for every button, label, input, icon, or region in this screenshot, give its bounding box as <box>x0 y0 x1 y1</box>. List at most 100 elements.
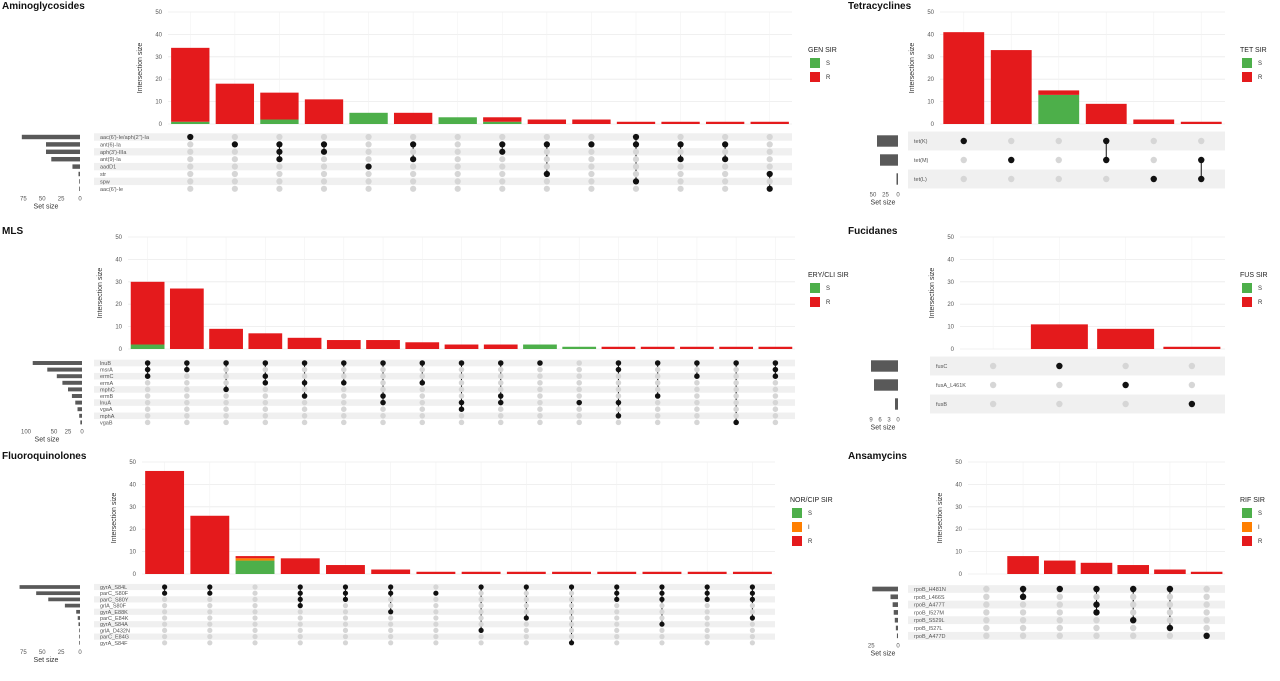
bar-segment-R <box>326 565 365 574</box>
bar-segment-R <box>209 328 243 349</box>
matrix-dot-inactive <box>433 633 439 640</box>
matrix-dot-inactive <box>478 602 484 609</box>
matrix-dot-inactive <box>1130 624 1137 632</box>
panel-title: Fluoroquinolones <box>2 451 87 462</box>
matrix-dot-active <box>388 590 394 596</box>
set-size-bar <box>894 617 898 623</box>
matrix-dot-active <box>568 640 575 646</box>
matrix-dot-inactive <box>410 170 417 178</box>
matrix-dot-inactive <box>1130 601 1137 608</box>
matrix-dot-inactive <box>301 413 308 419</box>
matrix-dot-inactive <box>380 366 386 373</box>
matrix-dot-inactive <box>342 602 349 609</box>
matrix-dot-inactive <box>1203 585 1210 593</box>
matrix-dot-inactive <box>341 413 347 419</box>
matrix-dot-inactive <box>677 170 684 178</box>
set-size-bar <box>79 179 80 184</box>
matrix-dot-inactive <box>654 386 661 393</box>
matrix-dot-active <box>523 615 529 621</box>
matrix-dot-inactive <box>184 419 190 426</box>
matrix-dot-active <box>497 360 504 366</box>
matrix-dot-inactive <box>576 366 582 373</box>
set-size-bar <box>871 360 898 372</box>
legend-swatch <box>810 58 820 68</box>
matrix-dot-inactive <box>704 627 710 634</box>
matrix-dot-inactive <box>184 386 190 393</box>
matrix-dot-inactive <box>704 640 710 646</box>
bar-segment-R <box>483 117 522 122</box>
matrix-dot-inactive <box>341 406 347 412</box>
matrix-dot-inactive <box>1056 381 1063 389</box>
y-tick-label: 0 <box>931 122 935 128</box>
matrix-dot-inactive <box>231 156 238 163</box>
matrix-dot-active <box>772 360 779 366</box>
matrix-dot-inactive <box>162 627 168 634</box>
bar-segment-R <box>483 344 518 349</box>
matrix-dot-inactive <box>187 141 194 148</box>
matrix-row-band <box>94 399 795 406</box>
matrix-dot-inactive <box>365 156 372 163</box>
matrix-dot-inactive <box>499 178 506 185</box>
set-label: aac(6')-Ie/aph(2'')-Ia <box>100 135 150 141</box>
matrix-dot-inactive <box>301 386 308 393</box>
bar-segment-R <box>552 571 591 574</box>
matrix-dot-active <box>388 584 394 590</box>
matrix-dot-inactive <box>458 366 465 373</box>
matrix-dot-inactive <box>252 596 258 603</box>
matrix-dot-inactive <box>632 148 640 155</box>
bar-segment-R <box>1154 569 1186 574</box>
matrix-dot-inactive <box>433 596 439 603</box>
matrix-dot-active <box>1093 601 1100 608</box>
matrix-dot-active <box>380 393 386 399</box>
set-label: mphA <box>100 414 115 420</box>
matrix-dot-inactive <box>694 380 700 386</box>
matrix-dot-inactive <box>419 413 426 419</box>
matrix-dot-inactive <box>1188 381 1196 389</box>
panel-title: MLS <box>2 226 23 237</box>
matrix-dot-inactive <box>478 596 484 603</box>
matrix-dot-active <box>632 133 640 141</box>
matrix-dot-inactive <box>262 386 269 393</box>
matrix-dot-active <box>960 137 967 145</box>
set-size-bar <box>79 186 80 192</box>
bar-segment-R <box>597 571 637 574</box>
matrix-dot-inactive <box>523 596 529 603</box>
y-tick-label: 40 <box>947 257 954 263</box>
matrix-dot-inactive <box>184 373 190 379</box>
matrix-dot-active <box>654 360 661 366</box>
matrix-dot-inactive <box>523 621 529 627</box>
matrix-dot-inactive <box>568 590 575 596</box>
y-tick-label: 50 <box>115 235 122 241</box>
matrix-dot-inactive <box>1019 632 1027 639</box>
matrix-dot-inactive <box>380 380 386 386</box>
legend-title: GEN SIR <box>808 47 837 54</box>
legend-title: NOR/CIP SIR <box>790 497 833 504</box>
set-label: tet(M) <box>914 158 929 164</box>
bar-segment-R <box>990 50 1032 124</box>
set-label: rpoB_L466S <box>914 595 945 601</box>
matrix-dot-active <box>733 360 739 366</box>
y-tick-label: 20 <box>115 302 122 308</box>
y-tick-label: 40 <box>129 482 136 488</box>
set-size-tick: 3 <box>887 418 891 424</box>
legend-title: FUS SIR <box>1240 272 1268 279</box>
bar-segment-R <box>171 47 210 122</box>
matrix-dot-inactive <box>1203 593 1210 600</box>
bar-segment-R <box>1097 328 1155 349</box>
matrix-dot-inactive <box>1130 632 1137 639</box>
matrix-dot-inactive <box>365 148 372 155</box>
matrix-dot-inactive <box>1019 617 1027 624</box>
matrix-dot-inactive <box>342 627 349 634</box>
matrix-dot-inactive <box>499 163 506 170</box>
matrix-dot-inactive <box>733 386 739 393</box>
bar-segment-R <box>687 571 727 574</box>
matrix-dot-inactive <box>262 419 269 426</box>
matrix-dot-inactive <box>614 615 620 621</box>
matrix-dot-inactive <box>523 633 529 640</box>
matrix-row-band <box>908 600 1225 609</box>
matrix-dot-inactive <box>262 366 269 373</box>
bar-segment-R <box>758 346 793 349</box>
bar-segment-R <box>1043 560 1076 574</box>
set-label: rpoB_I527L <box>914 626 942 632</box>
